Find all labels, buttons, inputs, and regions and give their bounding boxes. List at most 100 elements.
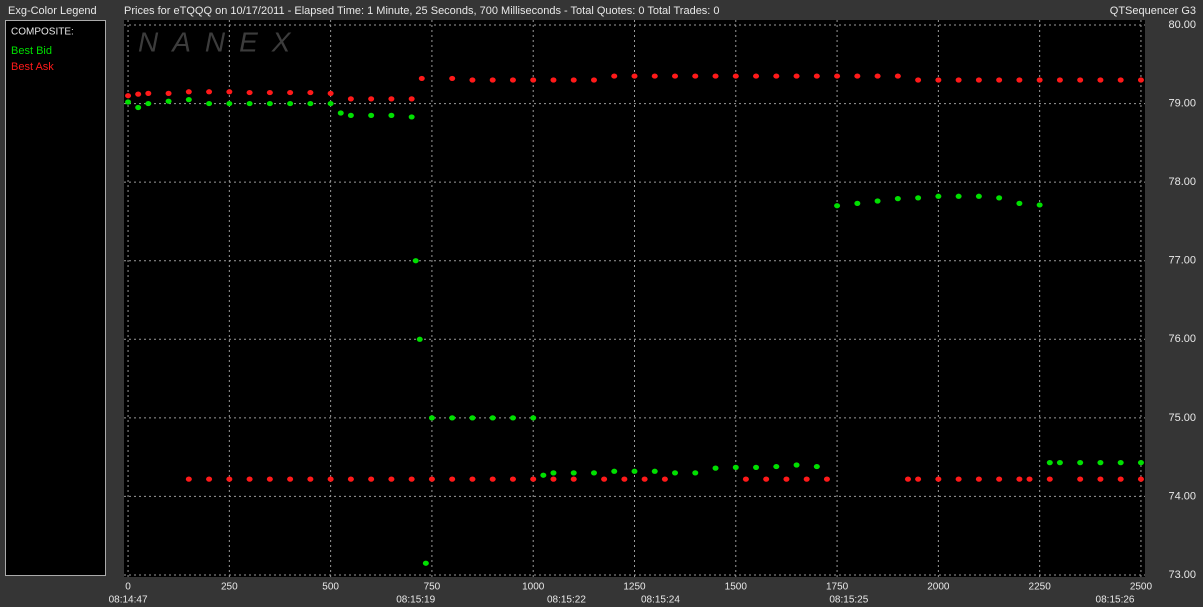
data-point [246, 89, 253, 96]
data-point [416, 336, 423, 342]
data-point [692, 73, 699, 79]
data-point [408, 476, 415, 482]
data-point [449, 476, 456, 482]
legend-heading: COMPOSITE: [11, 27, 74, 38]
data-point [307, 476, 314, 482]
data-point [368, 96, 375, 102]
data-point [540, 472, 547, 478]
time-label: 08:15:19 [396, 595, 435, 606]
data-point [803, 476, 810, 482]
data-point [996, 476, 1003, 482]
data-point [226, 476, 233, 482]
data-point [1036, 202, 1043, 208]
data-point [1016, 476, 1023, 482]
data-point [135, 104, 142, 111]
data-point [206, 89, 213, 95]
data-point [1056, 77, 1063, 83]
data-point [1077, 460, 1084, 466]
data-point [651, 73, 658, 79]
data-point [672, 470, 679, 476]
time-label: 08:15:22 [547, 595, 586, 606]
data-point [530, 77, 537, 83]
data-point [428, 415, 435, 421]
data-point [1137, 476, 1144, 482]
data-point [975, 193, 982, 199]
watermark: NANEX [138, 26, 304, 57]
data-point [368, 112, 375, 118]
data-point [347, 96, 354, 102]
time-label: 08:15:25 [829, 595, 868, 606]
data-point [246, 100, 253, 107]
legend-entry: Best Bid [11, 45, 52, 57]
x-tick-label: 2250 [1029, 582, 1052, 593]
data-point [955, 193, 962, 199]
data-point [1046, 476, 1053, 482]
data-point [550, 77, 557, 83]
panel-title: Exg-Color Legend [8, 5, 97, 17]
data-point [412, 258, 419, 264]
y-tick-label: 73.00 [1168, 569, 1196, 581]
data-point [135, 91, 142, 97]
data-point [955, 77, 962, 83]
time-label: 08:14:47 [109, 595, 148, 606]
data-point [1097, 460, 1104, 466]
data-point [422, 560, 429, 566]
data-point [1046, 460, 1053, 466]
data-point [823, 476, 830, 482]
data-point [165, 98, 172, 104]
data-point [327, 90, 334, 96]
data-point [428, 476, 435, 482]
data-point [975, 476, 982, 482]
data-point [226, 89, 233, 95]
data-point [611, 73, 618, 79]
data-point [611, 468, 618, 474]
data-point [347, 112, 354, 118]
data-point [672, 73, 679, 79]
data-point [854, 73, 861, 79]
data-point [915, 195, 922, 201]
data-point [388, 476, 395, 482]
data-point [661, 476, 668, 482]
data-point [904, 476, 911, 482]
data-point [1097, 476, 1104, 482]
y-tick-label: 77.00 [1168, 255, 1196, 267]
data-point [742, 476, 749, 482]
data-point [489, 476, 496, 482]
data-point [834, 73, 841, 79]
data-point [894, 73, 901, 79]
data-point [601, 476, 608, 482]
data-point [1026, 476, 1033, 482]
data-point [327, 476, 334, 482]
data-point [388, 96, 395, 102]
data-point [489, 77, 496, 83]
x-tick-label: 2000 [927, 582, 950, 593]
data-point [1117, 77, 1124, 83]
x-tick-label: 1750 [826, 582, 849, 593]
data-point [915, 476, 922, 482]
data-point [165, 90, 172, 96]
data-point [732, 73, 739, 79]
data-point [935, 77, 942, 83]
data-point [590, 470, 597, 476]
data-point [408, 96, 415, 102]
data-point [894, 196, 901, 202]
data-point [793, 462, 800, 468]
data-point [1117, 476, 1124, 482]
data-point [915, 77, 922, 83]
data-point [145, 100, 152, 107]
data-point [530, 415, 537, 421]
data-point [509, 415, 516, 421]
time-label: 08:15:26 [1096, 595, 1135, 606]
data-point [287, 89, 294, 96]
x-tick-label: 1250 [623, 582, 646, 593]
x-tick-label: 0 [125, 582, 131, 593]
legend-entry: Best Ask [11, 61, 54, 73]
data-point [570, 77, 577, 83]
x-tick-label: 1500 [725, 582, 748, 593]
data-point [489, 415, 496, 421]
data-point [773, 463, 780, 470]
data-point [307, 89, 314, 96]
y-tick-label: 74.00 [1168, 490, 1196, 502]
data-point [418, 75, 425, 82]
